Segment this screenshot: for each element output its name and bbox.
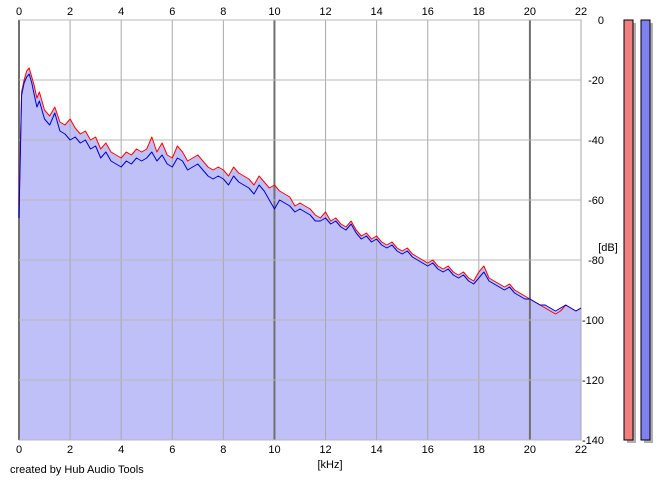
series-layer: [18, 67, 582, 315]
x-tick-label-top: 12: [319, 6, 331, 18]
credit-text: created by Hub Audio Tools: [10, 464, 144, 476]
x-tick-label-top: 20: [524, 6, 536, 18]
chart-grid: [18, 19, 582, 441]
x-tick-label-bottom: 12: [319, 444, 331, 456]
y-tick-label: -20: [588, 75, 604, 87]
level-meter-2: [640, 19, 651, 441]
y-tick-label: -80: [588, 255, 604, 267]
x-tick-label-bottom: 10: [268, 444, 280, 456]
x-tick-label-top: 22: [575, 6, 587, 18]
x-tick-label-bottom: 18: [473, 444, 485, 456]
x-axis-label: [kHz]: [317, 459, 342, 471]
x-tick-label-top: 6: [169, 6, 175, 18]
x-tick-labels-top: 0 2 4 6 8 10 12 14 16 18 20 22: [16, 6, 587, 18]
series-line-2: [18, 73, 582, 312]
y-tick-label: -140: [582, 435, 604, 447]
x-tick-label-top: 0: [16, 6, 22, 18]
y-axis-label: [dB]: [598, 242, 618, 254]
x-tick-label-bottom: 2: [67, 444, 73, 456]
x-tick-label-top: 2: [67, 6, 73, 18]
x-tick-label-bottom: 20: [524, 444, 536, 456]
y-tick-label: 0: [598, 15, 604, 27]
x-tick-label-bottom: 16: [422, 444, 434, 456]
spectrum-fill-area: [19, 68, 581, 440]
y-tick-label: -40: [588, 135, 604, 147]
x-tick-label-top: 10: [268, 6, 280, 18]
y-tick-label: -100: [582, 315, 604, 327]
x-tick-label-top: 8: [220, 6, 226, 18]
level-meters: [623, 19, 653, 443]
level-meter-1: [623, 19, 634, 441]
x-tick-label-bottom: 4: [118, 444, 124, 456]
x-tick-label-bottom: 6: [169, 444, 175, 456]
x-tick-labels-bottom: 0 2 4 6 8 10 12 14 16 18 20 22: [16, 444, 587, 456]
x-tick-label-top: 4: [118, 6, 124, 18]
series-line-1: [18, 67, 582, 315]
y-tick-label: -120: [582, 375, 604, 387]
x-tick-label-top: 14: [371, 6, 383, 18]
x-tick-label-bottom: 0: [16, 444, 22, 456]
y-tick-label: -60: [588, 195, 604, 207]
x-tick-label-bottom: 14: [371, 444, 383, 456]
x-tick-label-top: 16: [422, 6, 434, 18]
x-tick-label-bottom: 8: [220, 444, 226, 456]
x-tick-label-top: 18: [473, 6, 485, 18]
y-tick-labels: 0 -20 -40 -60 -80 -100 -120 -140: [582, 15, 604, 447]
spectrum-fill-path: [19, 68, 581, 440]
x-tick-label-bottom: 22: [575, 444, 587, 456]
